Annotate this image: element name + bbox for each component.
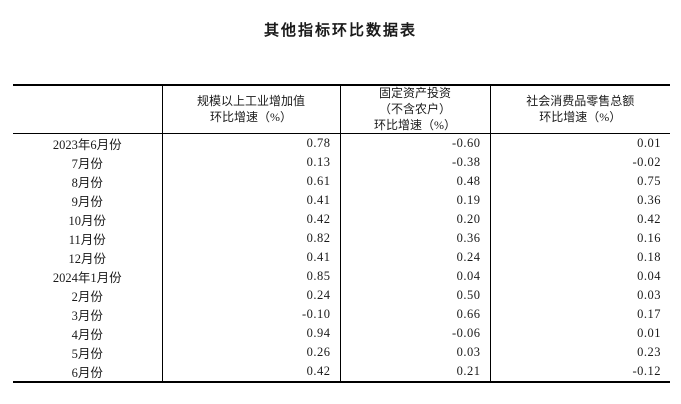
value-cell: 0.41 bbox=[162, 248, 341, 268]
value-cell: 0.04 bbox=[637, 269, 661, 284]
row-label: 3月份 bbox=[13, 305, 163, 325]
table-body: 2023年6月份 0.78 -0.60 0.01 7月份 0.13 -0.38 -0.02 8月… bbox=[13, 133, 670, 383]
table-row: 4月份 0.94 -0.06 0.01 bbox=[13, 324, 670, 344]
table-row: 10月份 0.42 0.20 0.42 bbox=[13, 210, 670, 230]
value-cell: 0.26 bbox=[162, 343, 341, 363]
header-cell-retail-sales: 社会消费品零售总额 环比增速（%） bbox=[490, 85, 670, 135]
page-title: 其他指标环比数据表 bbox=[263, 23, 417, 39]
header-row: 规模以上工业增加值 环比增速（%） 固定资产投资 （不含农户） 环比增速（%） … bbox=[13, 85, 670, 135]
value-cell: 0.42 bbox=[162, 210, 341, 230]
value-cell: -0.10 bbox=[162, 305, 341, 325]
table-row: 11月份 0.82 0.36 0.16 bbox=[13, 229, 670, 249]
row-label: 11月份 bbox=[13, 229, 163, 249]
row-label: 12月份 bbox=[13, 248, 163, 268]
table-row: 8月份 0.61 0.48 0.75 bbox=[13, 172, 670, 192]
value-cell: 0.36 bbox=[340, 229, 491, 249]
value-cell: -0.12 bbox=[632, 364, 661, 379]
value-cell: 0.04 bbox=[340, 267, 491, 287]
value-cell: -0.60 bbox=[340, 133, 491, 154]
value-cell: -0.38 bbox=[340, 153, 491, 173]
table-row: 6月份 0.42 0.21 -0.12 bbox=[13, 362, 670, 383]
value-cell: 0.23 bbox=[637, 345, 661, 360]
data-table: 规模以上工业增加值 环比增速（%） 固定资产投资 （不含农户） 环比增速（%） … bbox=[13, 84, 670, 384]
value-cell: 0.21 bbox=[340, 362, 491, 383]
header-cell-fixed-investment: 固定资产投资 （不含农户） 环比增速（%） bbox=[340, 85, 491, 135]
table-row: 2024年1月份 0.85 0.04 0.04 bbox=[13, 267, 670, 287]
row-label: 4月份 bbox=[13, 324, 163, 344]
value-cell: 0.24 bbox=[162, 286, 341, 306]
value-cell: 0.03 bbox=[340, 343, 491, 363]
value-cell: 0.50 bbox=[340, 286, 491, 306]
value-cell: 0.13 bbox=[162, 153, 341, 173]
value-cell: 0.01 bbox=[637, 136, 661, 151]
value-cell: 0.16 bbox=[637, 231, 661, 246]
row-label: 7月份 bbox=[13, 153, 163, 173]
value-cell: 0.01 bbox=[637, 326, 661, 341]
value-cell: 0.94 bbox=[162, 324, 341, 344]
table-row: 3月份 -0.10 0.66 0.17 bbox=[13, 305, 670, 325]
value-cell: 0.18 bbox=[637, 250, 661, 265]
value-cell: 0.03 bbox=[637, 288, 661, 303]
table-row: 12月份 0.41 0.24 0.18 bbox=[13, 248, 670, 268]
row-label: 6月份 bbox=[13, 362, 163, 383]
value-cell: 0.42 bbox=[162, 362, 341, 383]
row-label: 5月份 bbox=[13, 343, 163, 363]
value-cell: -0.06 bbox=[340, 324, 491, 344]
table-row: 5月份 0.26 0.03 0.23 bbox=[13, 343, 670, 363]
value-cell: 0.17 bbox=[637, 307, 661, 322]
value-cell: 0.75 bbox=[637, 174, 661, 189]
row-label: 2023年6月份 bbox=[13, 133, 163, 154]
value-cell: 0.24 bbox=[340, 248, 491, 268]
value-cell: -0.02 bbox=[632, 155, 661, 170]
row-label: 2024年1月份 bbox=[13, 267, 163, 287]
value-cell: 0.36 bbox=[637, 193, 661, 208]
table-row: 9月份 0.41 0.19 0.36 bbox=[13, 191, 670, 211]
row-label: 8月份 bbox=[13, 172, 163, 192]
value-cell: 0.66 bbox=[340, 305, 491, 325]
table-row: 7月份 0.13 -0.38 -0.02 bbox=[13, 153, 670, 173]
row-label: 2月份 bbox=[13, 286, 163, 306]
value-cell: 0.78 bbox=[162, 133, 341, 154]
row-label: 9月份 bbox=[13, 191, 163, 211]
header-cell-industrial-output: 规模以上工业增加值 环比增速（%） bbox=[162, 85, 341, 135]
value-cell: 0.85 bbox=[162, 267, 341, 287]
value-cell: 0.42 bbox=[637, 212, 661, 227]
value-cell: 0.20 bbox=[340, 210, 491, 230]
value-cell: 0.61 bbox=[162, 172, 341, 192]
value-cell: 0.48 bbox=[340, 172, 491, 192]
value-cell: 0.19 bbox=[340, 191, 491, 211]
table-row: 2月份 0.24 0.50 0.03 bbox=[13, 286, 670, 306]
table-header: 规模以上工业增加值 环比增速（%） 固定资产投资 （不含农户） 环比增速（%） … bbox=[13, 85, 670, 135]
value-cell: 0.41 bbox=[162, 191, 341, 211]
value-cell: 0.82 bbox=[162, 229, 341, 249]
table-row: 2023年6月份 0.78 -0.60 0.01 bbox=[13, 133, 670, 154]
row-label: 10月份 bbox=[13, 210, 163, 230]
header-cell-period bbox=[13, 85, 163, 135]
